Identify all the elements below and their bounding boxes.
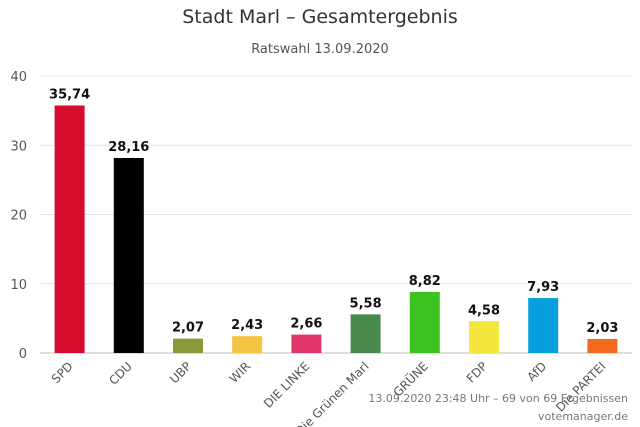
data-label: 35,74 <box>49 88 90 103</box>
footer-credit: 13.09.2020 23:48 Uhr – 69 von 69 Ergebni… <box>368 392 628 405</box>
bar-die-partei <box>587 338 618 353</box>
bar-afd <box>528 298 559 353</box>
data-labels: 35,74 28,16 2,07 2,43 2,66 5,58 8,82 4,58 7,93 2,… <box>49 88 618 336</box>
bar-die-gr-nen-marl <box>350 314 381 353</box>
bar-wir <box>232 336 263 353</box>
x-tick-label: Die PARTEI <box>553 359 608 414</box>
chart-title: Stadt Marl – Gesamtergebnis <box>182 6 458 28</box>
bar-spd <box>54 105 85 353</box>
y-tick-label: 40 <box>10 70 27 85</box>
y-tick-label: 10 <box>10 278 27 293</box>
data-label: 2,66 <box>290 317 322 332</box>
footer-source[interactable]: votemanager.de <box>538 410 628 423</box>
bar-die-linke <box>291 334 322 353</box>
data-label: 2,07 <box>172 321 204 336</box>
data-label: 28,16 <box>108 140 149 155</box>
bars <box>54 105 618 353</box>
bar-cdu <box>113 157 144 353</box>
data-label: 8,82 <box>409 274 441 289</box>
bar-fdp <box>469 321 499 353</box>
data-label: 5,58 <box>350 296 382 311</box>
bar-ubp <box>173 338 203 353</box>
x-tick-label: CDU <box>106 359 135 388</box>
y-tick-label: 30 <box>10 139 27 154</box>
x-tick-label: FDP <box>464 359 490 385</box>
x-tick-label: UBP <box>167 359 194 386</box>
y-axis-ticks: 0 10 20 30 40 <box>10 70 27 362</box>
data-label: 2,03 <box>586 321 618 336</box>
y-tick-label: 20 <box>10 209 27 224</box>
data-label: 2,43 <box>231 318 263 333</box>
x-tick-label: SPD <box>49 359 76 386</box>
y-tick-label: 0 <box>19 347 27 362</box>
data-label: 4,58 <box>468 303 500 318</box>
chart-subtitle: Ratswahl 13.09.2020 <box>251 42 389 57</box>
x-tick-label: AfD <box>524 359 549 384</box>
x-tick-label: WIR <box>227 359 254 386</box>
bar-gr-ne <box>409 291 440 353</box>
x-tick-label: DIE LINKE <box>261 359 312 410</box>
data-label: 7,93 <box>527 280 559 295</box>
